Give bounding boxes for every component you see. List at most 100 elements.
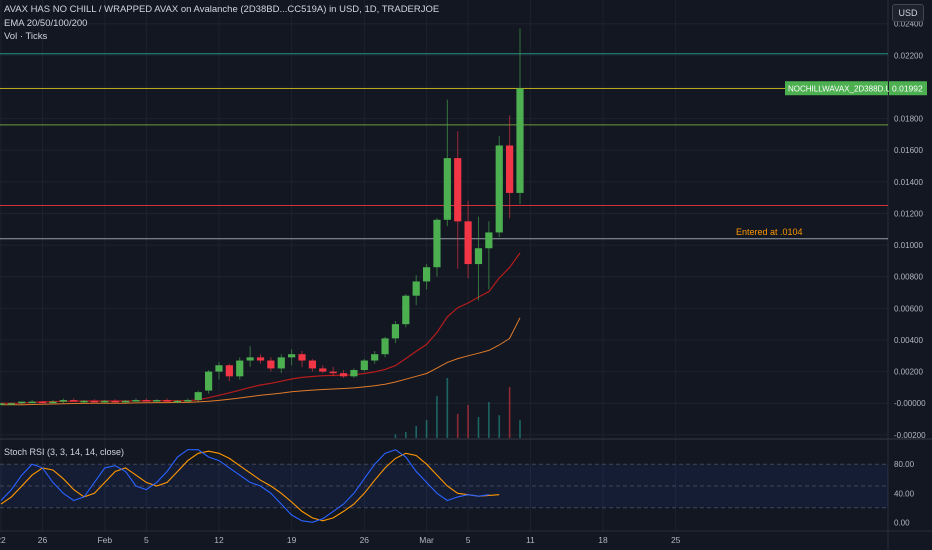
price-label-text: NOCHILLWAVAX_2D388D.USD <box>788 85 903 94</box>
candle-body <box>381 338 389 355</box>
candle-body <box>267 360 275 369</box>
candle-body <box>215 365 223 372</box>
candle-body <box>173 400 182 403</box>
candle-body <box>184 400 192 402</box>
y-tick-label: 0.00800 <box>894 273 923 282</box>
volume-bar <box>436 396 438 438</box>
ema-indicator-label[interactable]: EMA 20/50/100/200 <box>4 18 88 29</box>
candle-body <box>236 360 244 377</box>
y-tick-label: 0.02400 <box>894 20 923 29</box>
candle-body <box>391 324 400 339</box>
candle-body <box>454 158 462 222</box>
volume-bar <box>519 420 521 438</box>
price-label-box <box>785 81 888 96</box>
candle-body <box>205 371 213 391</box>
candle-body <box>101 400 109 403</box>
candle-body <box>319 368 327 372</box>
volume-bar <box>488 402 490 438</box>
x-tick-label: 18 <box>598 535 608 545</box>
y-tick-label: 0.00200 <box>894 368 923 377</box>
candle-body <box>506 145 514 193</box>
y-tick-label: 0.02200 <box>894 51 923 60</box>
y-tick-label: 0.01400 <box>894 178 923 187</box>
candle-body <box>59 400 67 402</box>
x-tick-label: Mar <box>419 535 434 545</box>
volume-bar <box>477 417 480 438</box>
y-tick-label: -0.00000 <box>894 399 926 408</box>
candle-body <box>142 400 150 402</box>
volume-bar <box>425 420 428 438</box>
candle-body <box>90 400 99 403</box>
last-price-text: 0.01992 <box>892 84 923 94</box>
x-tick-label: Feb <box>97 535 112 545</box>
candle-body <box>28 401 36 404</box>
y-tick-label: 0.01800 <box>894 115 923 124</box>
candle-body <box>111 400 119 403</box>
candle-body <box>70 400 78 402</box>
x-tick-label: 5 <box>144 535 149 545</box>
x-tick-label: 19 <box>287 535 297 545</box>
candle-body <box>422 267 431 282</box>
candle-body <box>80 400 88 403</box>
x-tick-label: 5 <box>466 535 471 545</box>
candle-body <box>371 354 379 361</box>
candle-body <box>277 357 285 369</box>
candle-body <box>485 232 493 249</box>
volume-bar <box>508 387 511 438</box>
candle-body <box>433 219 441 268</box>
candle-body <box>194 392 202 401</box>
volume-bar <box>405 432 407 438</box>
candle-body <box>360 360 368 371</box>
candle-body <box>350 370 358 377</box>
candle-body <box>225 365 233 377</box>
last-price-box <box>889 81 927 96</box>
candle-body <box>121 400 130 403</box>
y-tick-label: 0.00600 <box>894 304 923 313</box>
candle-body <box>412 281 420 296</box>
candle-body <box>132 400 140 402</box>
x-tick-label: 11 <box>526 535 535 545</box>
volume-bar <box>467 405 469 438</box>
symbol-title: AVAX HAS NO CHILL / WRAPPED AVAX on Aval… <box>4 4 440 15</box>
x-tick-label: 26 <box>38 535 48 545</box>
candle-body <box>308 360 316 369</box>
y-tick-label: -0.00200 <box>894 431 926 440</box>
currency-button[interactable]: USD <box>892 4 924 22</box>
y-tick-label: 0.00400 <box>894 336 923 345</box>
candle-body <box>18 401 26 404</box>
y-tick-label: 0.01000 <box>894 241 923 250</box>
candle-body <box>474 248 483 265</box>
rsi-title: Stoch RSI (3, 3, 14, 14, close) <box>4 447 124 457</box>
volume-indicator-label[interactable]: Vol · Ticks <box>4 31 48 42</box>
candle-body <box>7 403 15 405</box>
rsi-y-tick-label: 80.00 <box>894 460 915 469</box>
y-tick-label: 0.01200 <box>894 209 923 218</box>
volume-bar <box>498 415 501 438</box>
volume-bar <box>456 414 459 438</box>
candle-body <box>38 401 47 404</box>
x-tick-label: 26 <box>360 535 370 545</box>
candle-body <box>49 401 57 404</box>
rsi-y-tick-label: 0.00 <box>894 518 910 527</box>
candle-body <box>339 373 348 377</box>
candle-body <box>516 88 524 193</box>
entry-annotation: Entered at .0104 <box>736 227 803 237</box>
x-tick-label: 25 <box>671 535 681 545</box>
rsi-k-line <box>0 449 489 523</box>
candle-body <box>246 357 254 361</box>
rsi-y-tick-label: 40.00 <box>894 489 915 498</box>
candle-body <box>298 354 306 361</box>
candle-body <box>443 158 451 220</box>
candle-body <box>495 145 503 233</box>
candle-body <box>464 221 472 265</box>
candle-body <box>0 403 5 405</box>
x-tick-label: 12 <box>214 535 224 545</box>
y-tick-label: 0.01600 <box>894 146 923 155</box>
candle-body <box>153 400 161 402</box>
candle-body <box>163 400 171 402</box>
candle-body <box>402 295 410 325</box>
x-tick-label: 22 <box>0 535 6 545</box>
volume-bar <box>415 426 417 438</box>
